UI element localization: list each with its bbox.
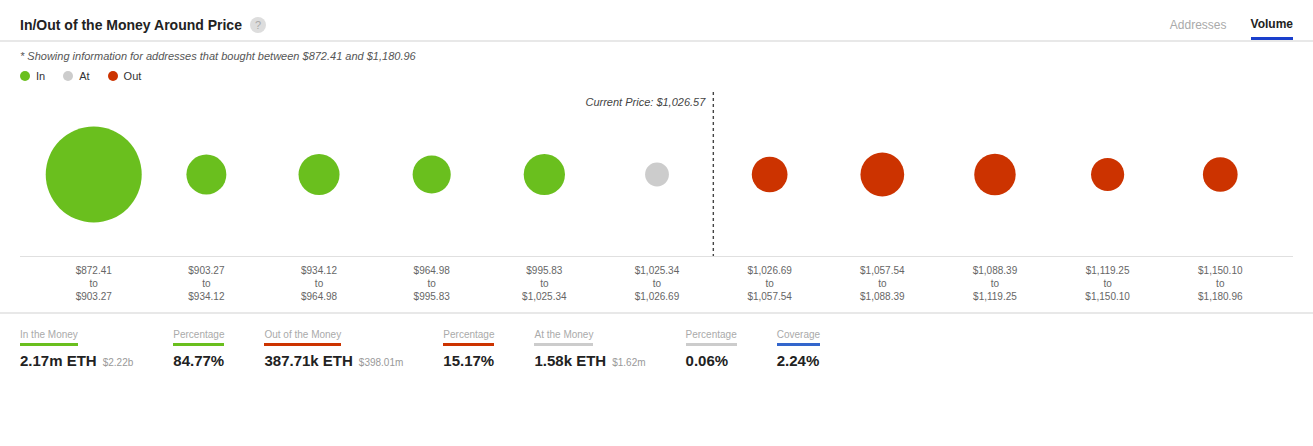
html-text:Out: Out: [123, 70, 142, 82]
html-text:* Showing information for addr: * Showing information for addresses that…: [20, 50, 416, 62]
html-text:Percentage: Percentage: [173, 329, 225, 340]
svg-text:$995.83to$1,025.34: $995.83to$1,025.34: [522, 265, 567, 302]
html-text:1.58k ETH $1.62m: 1.58k ETH $1.62m: [534, 352, 646, 369]
html-text:Percentage: Percentage: [443, 329, 495, 340]
html-text:In: In: [36, 70, 46, 82]
html-text:2.24%: 2.24%: [776, 352, 820, 369]
html-text:At the Money: At the Money: [534, 329, 594, 340]
html-text:Out of the Money: Out of the Money: [264, 329, 342, 340]
svg-text:$964.98to$995.83: $964.98to$995.83: [414, 265, 451, 302]
svg-text:$903.27to$934.12: $903.27to$934.12: [188, 265, 225, 302]
svg-text:$1,057.54to$1,088.39: $1,057.54to$1,088.39: [860, 265, 905, 302]
html-text:In the Money: In the Money: [20, 329, 78, 340]
html-text:15.17%: 15.17%: [443, 352, 495, 369]
html-text:2.17m ETH $2.22b: 2.17m ETH $2.22b: [20, 352, 134, 369]
html-text:387.71k ETH $398.01m: 387.71k ETH $398.01m: [264, 352, 404, 369]
html-text:0.06%: 0.06%: [685, 352, 729, 369]
html-text:At: At: [79, 70, 90, 82]
svg-text:Current Price: $1,026.57: Current Price: $1,026.57: [585, 96, 706, 108]
svg-text:$1,150.10to$1,180.96: $1,150.10to$1,180.96: [1198, 265, 1243, 302]
svg-text:$1,025.34to$1,026.69: $1,025.34to$1,026.69: [635, 265, 680, 302]
svg-text:$1,026.69to$1,057.54: $1,026.69to$1,057.54: [747, 265, 792, 302]
html-text:In/Out of the Money Around Pri: In/Out of the Money Around Price: [20, 17, 242, 33]
html-text:Coverage: Coverage: [776, 329, 821, 340]
html-text:Percentage: Percentage: [685, 329, 737, 340]
svg-text:$934.12to$964.98: $934.12to$964.98: [301, 265, 338, 302]
html-text:Addresses: Addresses: [1169, 18, 1227, 32]
svg-text:$1,088.39to$1,119.25: $1,088.39to$1,119.25: [973, 265, 1018, 302]
html-text:Volume: Volume: [1250, 16, 1293, 31]
svg-text:$1,119.25to$1,150.10: $1,119.25to$1,150.10: [1085, 265, 1130, 302]
html-text:84.77%: 84.77%: [173, 352, 225, 369]
svg-text:$872.41to$903.27: $872.41to$903.27: [76, 265, 113, 302]
